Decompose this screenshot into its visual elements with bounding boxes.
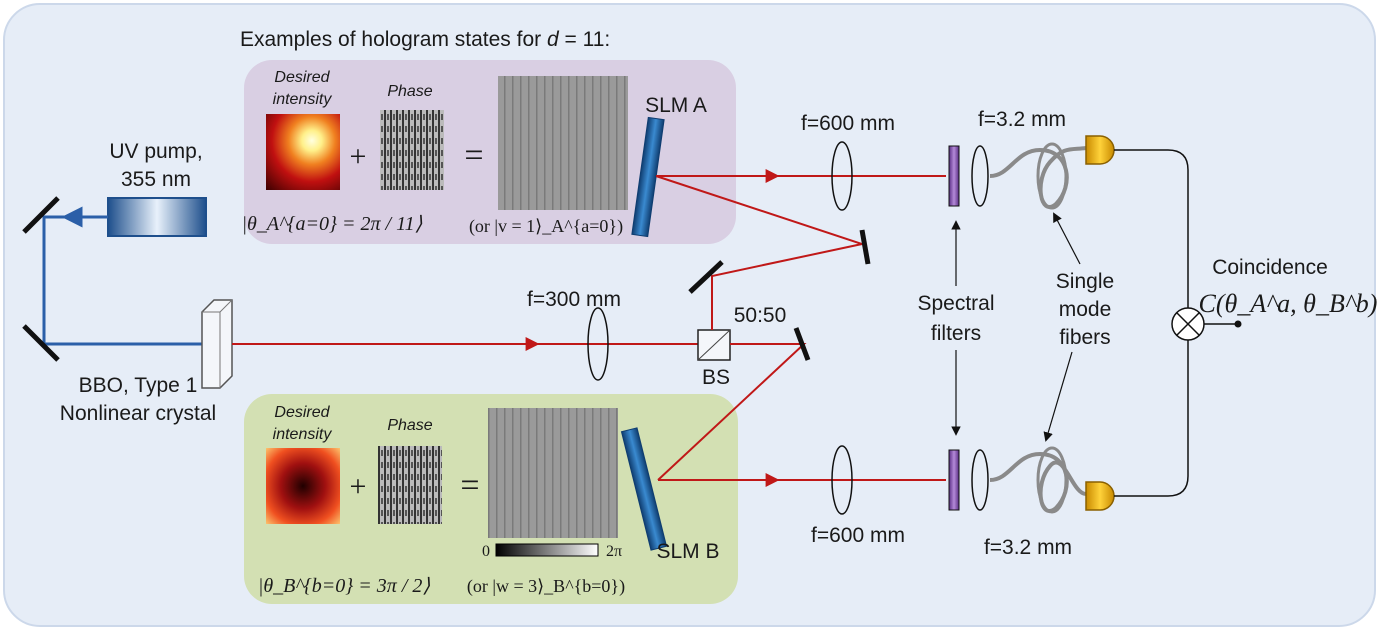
uv-pump-label-line1: UV pump,	[109, 140, 202, 163]
panel-b-alt-label: (or |w = 3⟩_B^{b=0})	[467, 576, 625, 597]
detector-a	[1085, 135, 1115, 165]
slm-b	[620, 427, 668, 551]
lens-f32-b-label: f=3.2 mm	[984, 536, 1072, 559]
lens-f600-b	[831, 445, 853, 515]
panel-a-phase-title: Phase	[387, 83, 432, 100]
panel-b-scale-min: 0	[482, 543, 490, 560]
slm-a	[631, 116, 665, 238]
panel-a-equals: =	[464, 137, 483, 174]
beam-splitter-diagonal	[697, 329, 731, 361]
panel-b-phase-image	[378, 446, 442, 524]
fiber-b	[989, 451, 1087, 513]
spectral-filter-a	[948, 145, 960, 207]
fiber-coil-a	[1036, 142, 1068, 210]
beam-splitter-ratio: 50:50	[734, 304, 787, 327]
spectral-label-line1: Spectral	[917, 292, 994, 315]
lens-f32-a-label: f=3.2 mm	[978, 108, 1066, 131]
panel-b-intensity-image	[266, 448, 340, 524]
panel-b-hologram-image	[488, 408, 618, 538]
panel-b-phase-title: Phase	[387, 417, 432, 434]
uv-pump-laser	[107, 197, 207, 237]
bbo-crystal	[201, 299, 233, 389]
panel-a-plus: +	[350, 140, 367, 173]
panel-b-scale-max: 2π	[606, 543, 622, 560]
fiber-a	[989, 146, 1087, 209]
panel-b-desired-line2: intensity	[273, 426, 333, 443]
spectral-filter-b	[948, 449, 960, 511]
mirror-upper-left	[688, 260, 724, 294]
header-text: Examples of hologram states for d = 11:	[240, 28, 610, 51]
panel-a-intensity-image	[266, 114, 340, 190]
lens-f32-a	[971, 145, 989, 207]
mirror-upper-right	[859, 229, 871, 265]
slm-a-label: SLM A	[645, 94, 707, 117]
smf-label-line3: fibers	[1059, 326, 1110, 349]
bbo-crystal-edge3	[219, 299, 233, 313]
panel-b-equals: =	[460, 467, 479, 504]
ir-beam-upper-path	[655, 175, 866, 330]
fiber-coil-b	[1036, 446, 1068, 514]
smf-label-line2: mode	[1059, 298, 1112, 321]
mirror-lower	[793, 327, 811, 361]
detector-b	[1085, 481, 1115, 511]
panel-a-desired-line1: Desired	[274, 69, 330, 86]
smf-arrow-up	[1053, 212, 1081, 265]
panel-a-desired-line2: intensity	[273, 91, 333, 108]
coincidence-output-dot	[1234, 320, 1242, 328]
coincidence-wire-b	[1114, 340, 1189, 497]
panel-b-plus: +	[350, 470, 367, 503]
beam-splitter-label: BS	[702, 366, 730, 389]
panel-b-desired-line1: Desired	[274, 404, 330, 421]
slm-b-label: SLM B	[656, 540, 719, 563]
lens-f600-a	[831, 141, 853, 211]
spectral-label-line2: filters	[931, 322, 981, 345]
uv-mirror-top	[22, 196, 60, 234]
lens-f600-a-label: f=600 mm	[801, 112, 895, 135]
panel-a-state-label: |θ_A^{a=0} = 2π / 11⟩	[242, 213, 423, 235]
panel-a-hologram-image	[498, 76, 628, 210]
lens-f300-label: f=300 mm	[527, 288, 621, 311]
panel-a-phase-image	[380, 110, 444, 190]
lens-f600-b-label: f=600 mm	[811, 524, 905, 547]
smf-arrow-down	[1043, 351, 1073, 442]
smf-label-line1: Single	[1056, 270, 1114, 293]
coincidence-wire-a	[1114, 149, 1189, 308]
coincidence-label: Coincidence	[1212, 256, 1328, 279]
lens-f300	[587, 307, 609, 381]
coincidence-formula: C(θ_A^a, θ_B^b)	[1199, 289, 1378, 318]
panel-b-state-label: |θ_B^{b=0} = 3π / 2⟩	[258, 575, 431, 597]
panel-b-scale-bar	[495, 543, 599, 557]
lens-f32-b	[971, 449, 989, 511]
uv-pump-label-line2: 355 nm	[121, 168, 191, 191]
bbo-label-line2: Nonlinear crystal	[60, 402, 216, 425]
uv-mirror-bottom	[22, 324, 60, 362]
panel-a-alt-label: (or |v = 1⟩_A^{a=0})	[469, 216, 623, 237]
coincidence-x-2	[1176, 312, 1200, 336]
bbo-label-line1: BBO, Type 1	[79, 374, 198, 397]
